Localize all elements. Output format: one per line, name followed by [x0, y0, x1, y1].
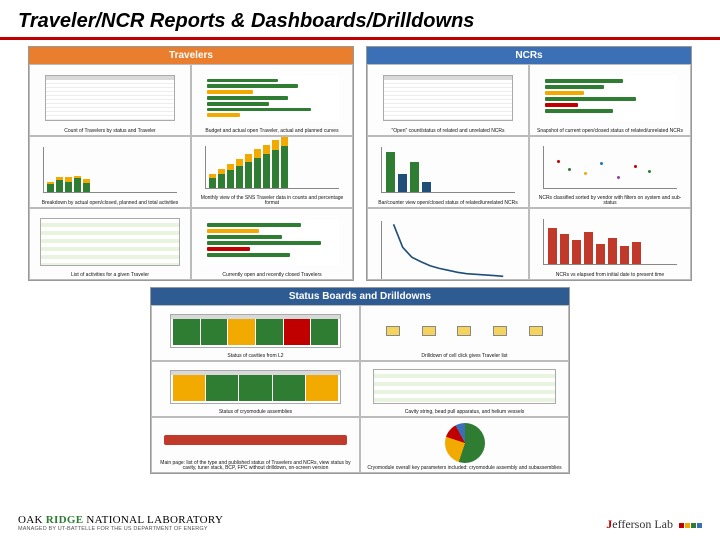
dashboard-cell: Main page: list of the type and publishe…	[151, 417, 360, 473]
gantt-icon	[205, 75, 339, 122]
gantt-icon	[205, 219, 339, 266]
dashboard-cell: Monthly view of the SNS Traveler data in…	[191, 136, 353, 208]
cell-caption: Drilldown of cell click gives Traveler l…	[365, 353, 564, 359]
cell-caption: Cryomodule overall key parameters includ…	[365, 465, 564, 471]
slide-title: Traveler/NCR Reports & Dashboards/Drilld…	[0, 0, 720, 37]
dashboard-cell: Drilldown of cell click gives Traveler l…	[360, 305, 569, 361]
jlab-rest: efferson Lab	[612, 517, 673, 531]
dashboard-cell: NCRs vs elapsed from initial date to pre…	[529, 208, 691, 280]
dashboard-cell: Status of cryomodule assemblies	[151, 361, 360, 417]
cell-caption: NCRs classified sorted by vendor with fi…	[534, 195, 686, 207]
table-icon	[383, 75, 514, 122]
cell-caption: Count of Travelers by status and Travele…	[34, 128, 186, 134]
status-grid: Status of cavities from L2 Drilldown of c…	[151, 305, 569, 473]
ornl-branding: OAK RIDGE NATIONAL LABORATORY MANAGED BY…	[18, 514, 223, 532]
jlab-square-icon	[679, 523, 684, 528]
cell-caption: Monthly view of the SNS Traveler data in…	[196, 195, 348, 207]
ncrs-panel: NCRs "Open" count/status of related and …	[366, 46, 692, 281]
dashboard-cell: Series of weekly updated NCR distributio…	[367, 208, 529, 280]
jlab-square-icon	[691, 523, 696, 528]
cell-caption: NCRs vs elapsed from initial date to pre…	[534, 272, 686, 278]
dashboard-cell: Status of cavities from L2	[151, 305, 360, 361]
ncrs-header: NCRs	[367, 47, 691, 64]
slide-footer: OAK RIDGE NATIONAL LABORATORY MANAGED BY…	[18, 514, 702, 532]
stacked-bar-icon	[43, 147, 177, 194]
cell-caption: Currently open and recently closed Trave…	[196, 272, 348, 278]
dashboard-cell: List of activities for a given Traveler	[29, 208, 191, 280]
jlab-square-icon	[697, 523, 702, 528]
travelers-header: Travelers	[29, 47, 353, 64]
content-area: Travelers Count of Travelers by status a…	[0, 46, 720, 474]
cell-caption: Budget and actual open Traveler, actual …	[196, 128, 348, 134]
wide-table-icon	[373, 369, 556, 404]
ornl-rest: NATIONAL LABORATORY	[83, 514, 223, 526]
scatter-icon	[543, 146, 677, 189]
dashboard-cell: "Open" count/status of related and unrel…	[367, 64, 529, 136]
line-chart-icon	[381, 221, 515, 280]
ornl-oak: OAK	[18, 514, 46, 526]
redband-icon	[164, 435, 347, 445]
cell-caption: Bar/counter view open/closed status of r…	[372, 200, 524, 206]
cell-caption: Snapshot of current open/closed status o…	[534, 128, 686, 134]
dashboard-cell: Count of Travelers by status and Travele…	[29, 64, 191, 136]
dashboard-cell: Cavity string, bead pull apparatus, and …	[360, 361, 569, 417]
ornl-subtext: MANAGED BY UT-BATTELLE FOR THE US DEPART…	[18, 526, 223, 532]
ncrs-grid: "Open" count/status of related and unrel…	[367, 64, 691, 280]
cell-caption: "Open" count/status of related and unrel…	[372, 128, 524, 134]
dashboard-cell: NCRs classified sorted by vendor with fi…	[529, 136, 691, 208]
dashboard-cell: Breakdown by actual open/closed, planned…	[29, 136, 191, 208]
dashboard-cell: Bar/counter view open/closed status of r…	[367, 136, 529, 208]
pie-icon	[445, 423, 485, 463]
cell-caption: Cavity string, bead pull apparatus, and …	[365, 409, 564, 415]
dashboard-cell: Cryomodule overall key parameters includ…	[360, 417, 569, 473]
stacked-bar-icon	[205, 146, 339, 189]
gantt-icon	[543, 75, 677, 122]
ornl-ridge: RIDGE	[46, 514, 84, 526]
cell-caption: List of activities for a given Traveler	[34, 272, 186, 278]
jlab-square-icon	[685, 523, 690, 528]
dashboard-cell: Snapshot of current open/closed status o…	[529, 64, 691, 136]
dashboard-cell: Budget and actual open Traveler, actual …	[191, 64, 353, 136]
travelers-panel: Travelers Count of Travelers by status a…	[28, 46, 354, 281]
cell-caption: Breakdown by actual open/closed, planned…	[34, 200, 186, 206]
jlab-squares	[679, 523, 702, 528]
cell-caption: Main page: list of the type and publishe…	[156, 460, 355, 472]
top-row: Travelers Count of Travelers by status a…	[28, 46, 692, 281]
red-bar-chart-icon	[543, 219, 677, 266]
jlab-branding: Jefferson Lab	[606, 517, 702, 532]
status-panel: Status Boards and Drilldowns Status of c…	[150, 287, 570, 474]
cell-caption: Status of cavities from L2	[156, 353, 355, 359]
table-icon	[45, 75, 176, 122]
ornl-logo-text: OAK RIDGE NATIONAL LABORATORY	[18, 514, 223, 526]
title-divider	[0, 37, 720, 40]
travelers-grid: Count of Travelers by status and Travele…	[29, 64, 353, 280]
wide-table-icon	[40, 218, 180, 266]
dashboard-cell: Currently open and recently closed Trave…	[191, 208, 353, 280]
cell-caption: Status of cryomodule assemblies	[156, 409, 355, 415]
status-table-icon	[170, 370, 341, 404]
flow-icon	[375, 316, 554, 347]
status-header: Status Boards and Drilldowns	[151, 288, 569, 305]
bar-chart-icon	[381, 147, 515, 194]
status-table-icon	[170, 314, 341, 348]
